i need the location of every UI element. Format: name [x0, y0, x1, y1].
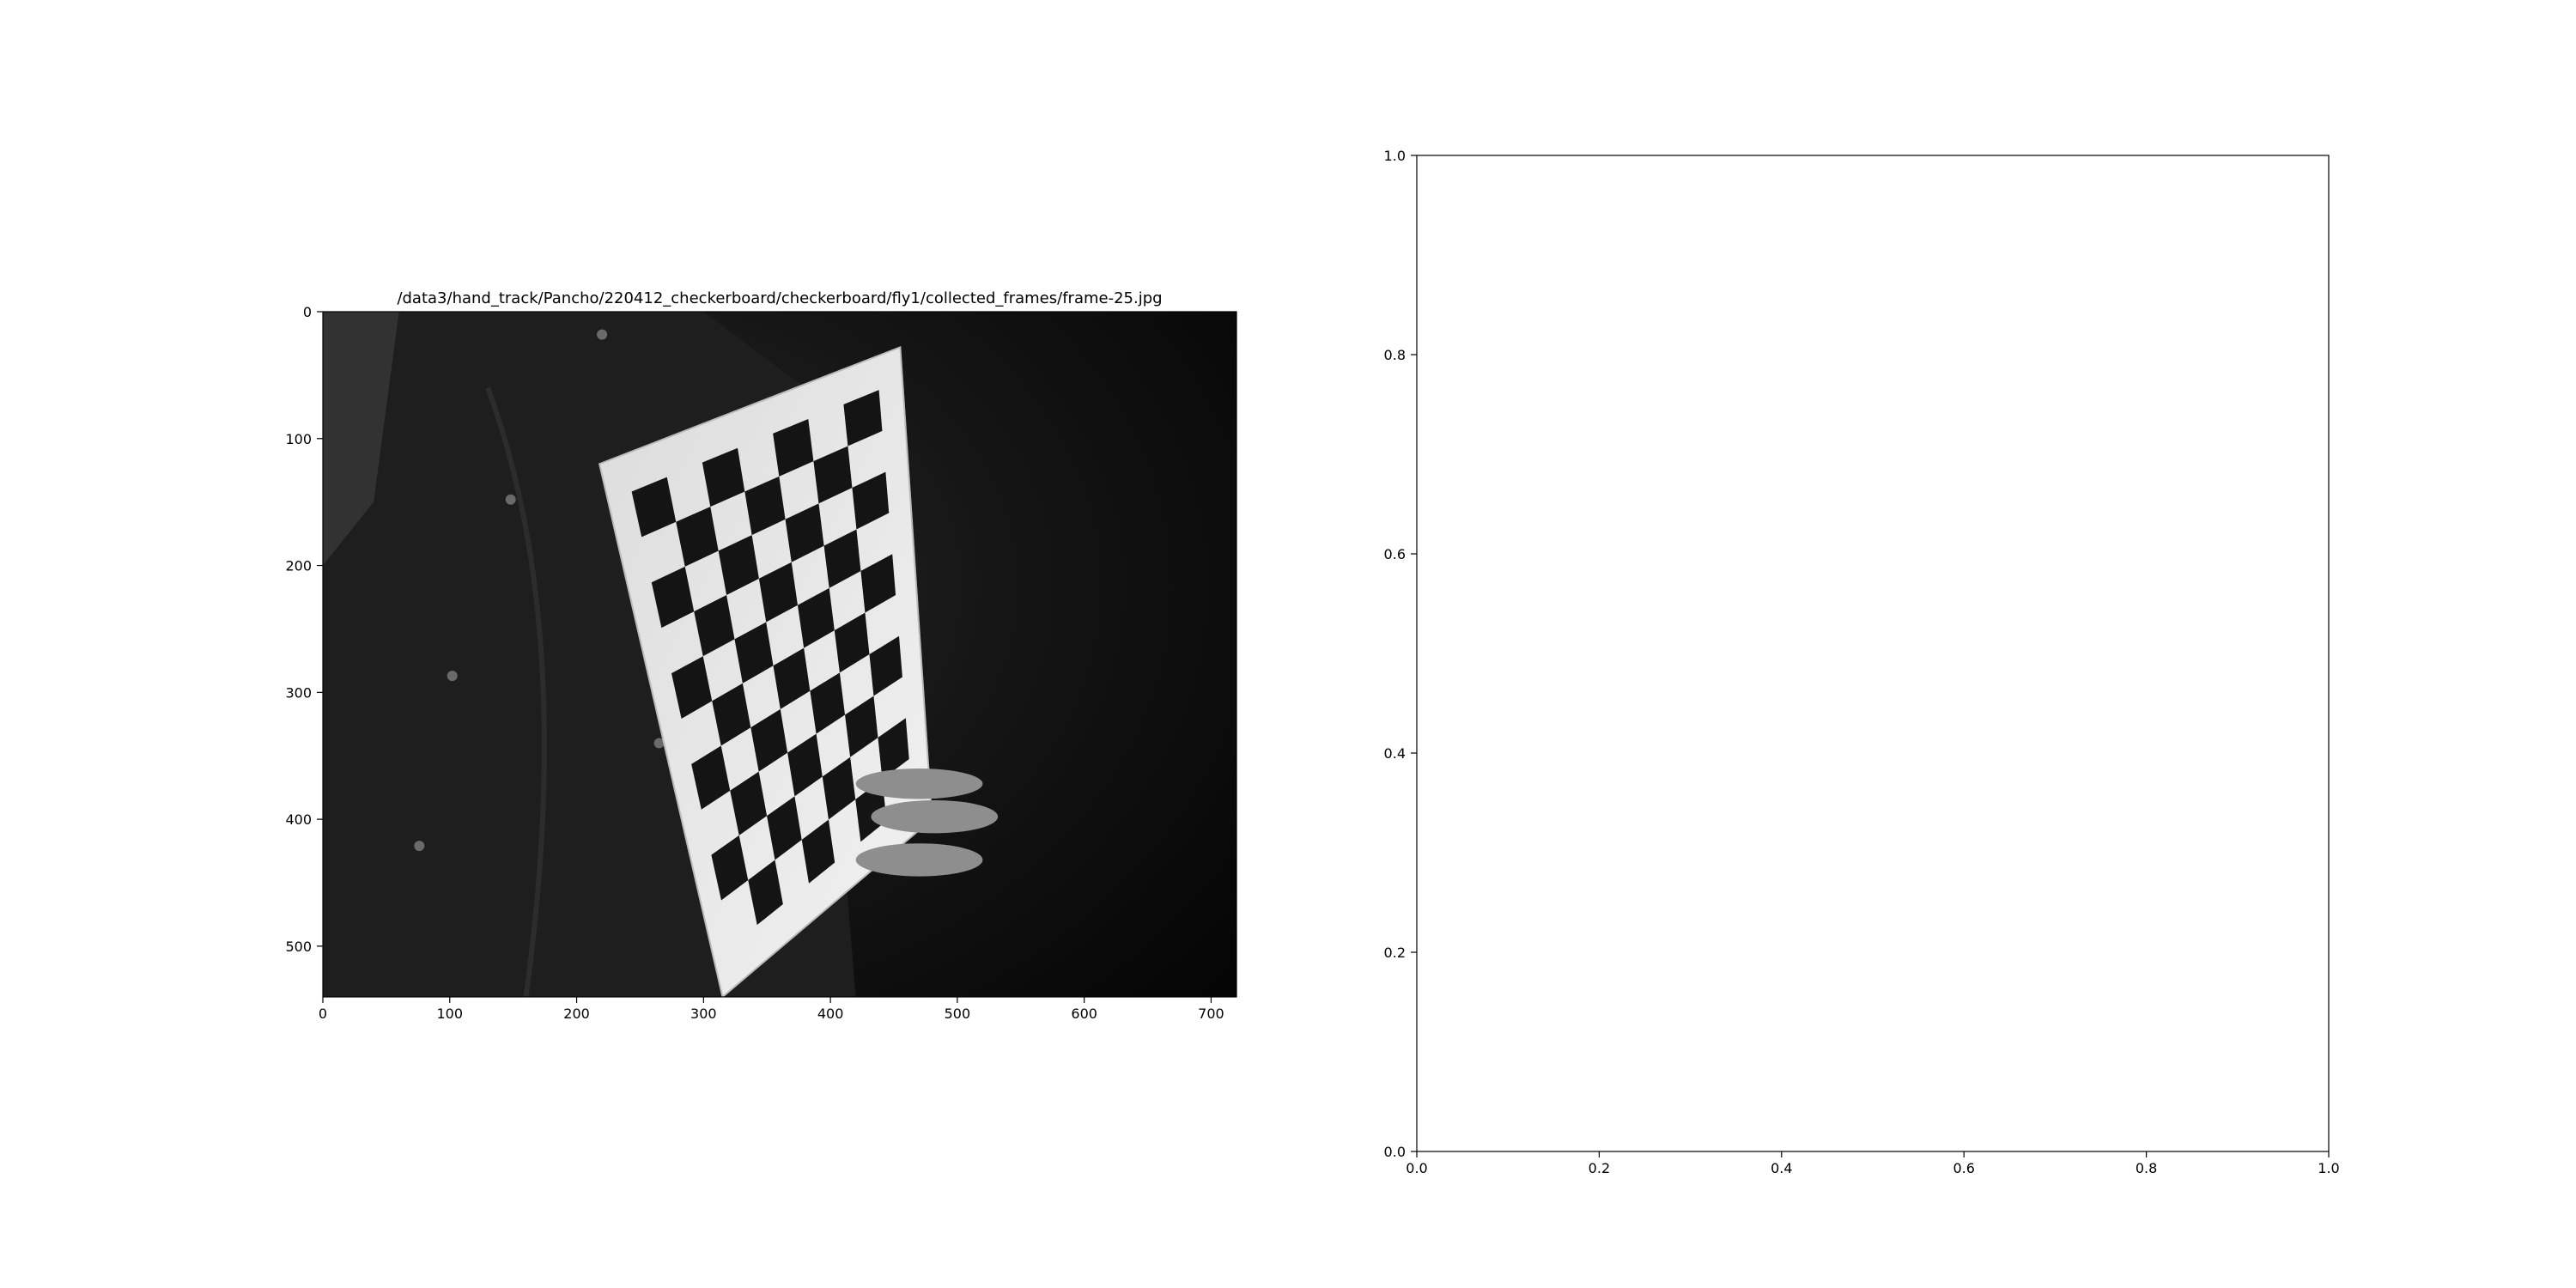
x-tick-label: 0.6 [1953, 1160, 1974, 1176]
jacket-button [653, 738, 665, 749]
checker-square [823, 529, 861, 588]
y-tick-label: 0 [303, 304, 312, 320]
checker-square [860, 554, 896, 613]
frame-image [323, 312, 1236, 997]
y-tick-label: 200 [285, 558, 312, 574]
image-title: /data3/hand_track/Pancho/220412_checkerb… [397, 289, 1162, 307]
x-tick-label: 0.8 [2136, 1160, 2157, 1176]
checker-square [718, 535, 759, 595]
checker-square [744, 476, 786, 536]
jacket-highlight [323, 312, 399, 566]
checker-square [801, 819, 835, 884]
jacket-fold [485, 386, 547, 997]
image-x-ticks: 0 100 200 300 400 500 600 700 [319, 997, 1224, 1022]
image-y-ticks: 0 100 200 300 400 500 [285, 304, 323, 955]
finger [855, 843, 983, 877]
checker-square [711, 835, 749, 901]
y-tick-label: 0.4 [1384, 745, 1406, 762]
y-tick-label: 400 [285, 811, 312, 828]
x-tick-label: 600 [1071, 1005, 1097, 1022]
checker-square [730, 771, 768, 835]
checker-square [651, 566, 695, 629]
x-tick-label: 300 [690, 1005, 717, 1022]
checker-square [878, 718, 909, 780]
checker-square [734, 622, 774, 683]
y-tick-label: 0.6 [1384, 546, 1406, 562]
y-tick-label: 0.0 [1384, 1144, 1406, 1160]
checker-square [702, 447, 745, 507]
checker-square [785, 503, 824, 562]
checker-square [773, 647, 811, 709]
x-tick-label: 0.0 [1406, 1160, 1427, 1176]
checker-square [797, 587, 835, 648]
x-tick-label: 500 [945, 1005, 971, 1022]
x-tick-label: 700 [1198, 1005, 1224, 1022]
x-tick-label: 0 [319, 1005, 327, 1022]
empty-x-ticks: 0.0 0.2 0.4 0.6 0.8 1.0 [1406, 1151, 2340, 1176]
checker-square [694, 594, 735, 657]
checker-square [845, 696, 878, 757]
checker-square [767, 796, 802, 860]
checker-square [691, 745, 731, 810]
y-tick-label: 500 [285, 939, 312, 955]
x-tick-label: 400 [817, 1005, 844, 1022]
finger [871, 799, 999, 834]
x-tick-label: 200 [563, 1005, 590, 1022]
checker-square [843, 390, 883, 447]
checker-square [834, 612, 870, 673]
checker-square [676, 507, 719, 567]
y-tick-label: 0.8 [1384, 347, 1406, 363]
checker-square [810, 672, 846, 734]
y-tick-label: 300 [285, 684, 312, 701]
y-tick-label: 0.2 [1384, 945, 1406, 961]
checker-square [758, 562, 798, 623]
checker-square [852, 471, 890, 530]
empty-axes-frame [1416, 155, 2330, 1152]
finger [855, 769, 983, 799]
checker-square [869, 635, 902, 696]
x-tick-label: 100 [437, 1005, 464, 1022]
x-tick-label: 0.2 [1589, 1160, 1610, 1176]
checker-square [773, 418, 814, 477]
x-tick-label: 0.4 [1771, 1160, 1792, 1176]
image-axes-frame [322, 311, 1237, 998]
checker-square [822, 756, 856, 820]
checker-square [712, 683, 751, 746]
x-tick-label: 1.0 [2318, 1160, 2339, 1176]
empty-y-ticks: 0.0 0.2 0.4 0.6 0.8 1.0 [1384, 148, 1417, 1160]
jacket-button [447, 671, 458, 682]
y-tick-label: 1.0 [1384, 148, 1406, 164]
checker-square [813, 446, 853, 504]
checker-square [671, 656, 713, 719]
empty-axes: 0.0 0.2 0.4 0.6 0.8 1.0 0.0 0.2 0.4 0.6 0.8 1.0 [1384, 148, 2340, 1176]
y-tick-label: 100 [285, 431, 312, 447]
checker-square [750, 708, 788, 772]
image-axes: /data3/hand_track/Pancho/220412_checkerb… [285, 289, 1237, 1022]
checker-square [748, 860, 783, 926]
jacket-button [597, 329, 608, 340]
jacket-button [505, 494, 516, 505]
checker-square [787, 733, 823, 797]
jacket-button [414, 841, 425, 852]
checker-square [631, 477, 677, 538]
